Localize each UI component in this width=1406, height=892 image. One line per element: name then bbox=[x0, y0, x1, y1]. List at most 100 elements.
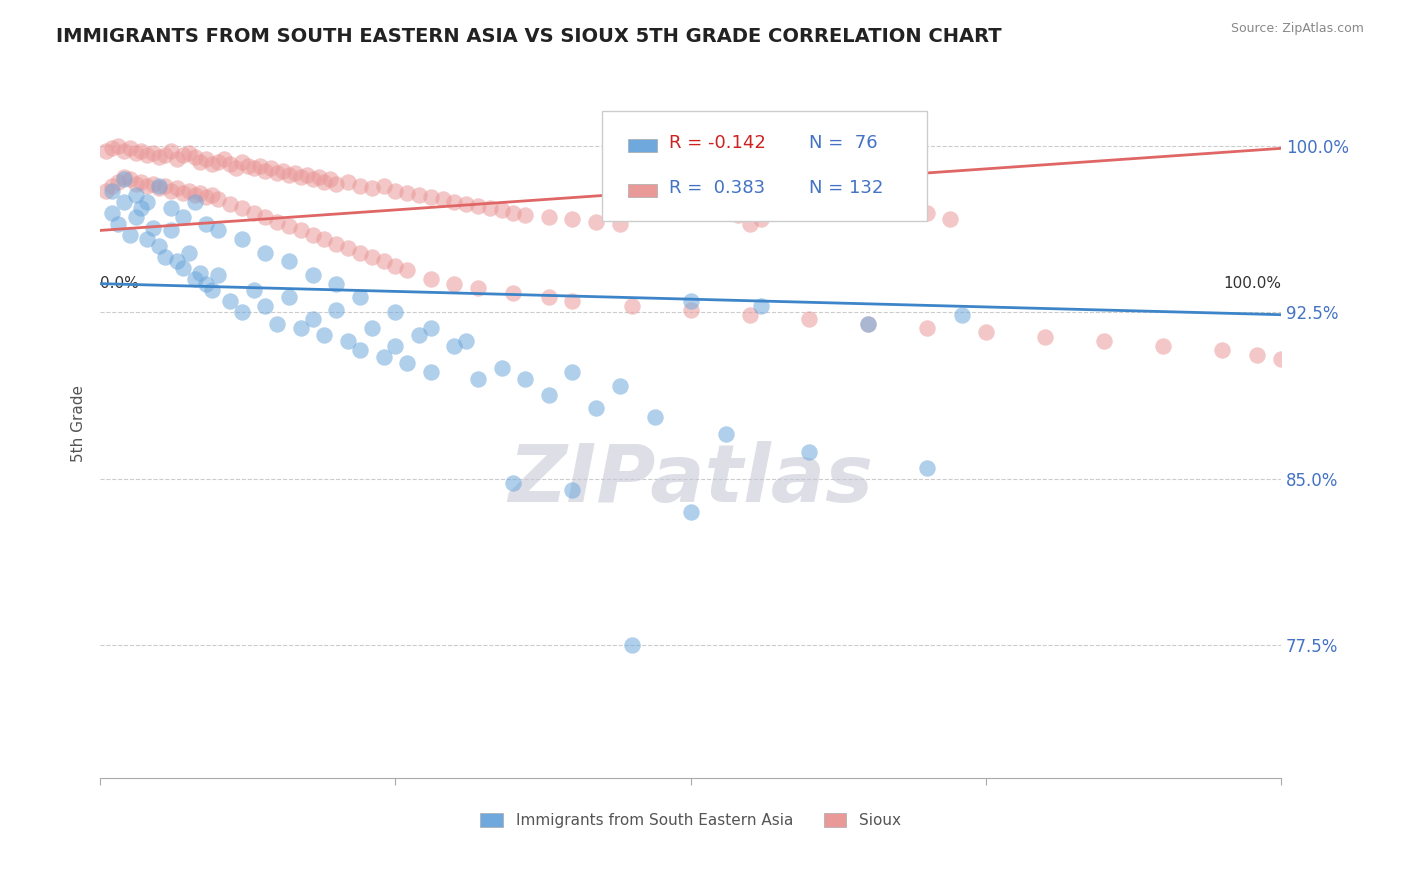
Point bbox=[254, 245, 277, 260]
Point bbox=[502, 205, 524, 219]
Point bbox=[1211, 343, 1233, 358]
Point bbox=[349, 343, 371, 358]
Point bbox=[679, 505, 702, 519]
Point bbox=[609, 217, 631, 231]
Point bbox=[284, 166, 307, 180]
Point bbox=[537, 290, 560, 304]
Point bbox=[644, 409, 666, 424]
Point bbox=[177, 245, 200, 260]
Point bbox=[254, 163, 277, 178]
Point bbox=[349, 245, 371, 260]
Point bbox=[419, 365, 441, 379]
Point bbox=[384, 305, 406, 319]
Point bbox=[118, 172, 141, 186]
Text: IMMIGRANTS FROM SOUTH EASTERN ASIA VS SIOUX 5TH GRADE CORRELATION CHART: IMMIGRANTS FROM SOUTH EASTERN ASIA VS SI… bbox=[56, 27, 1002, 45]
Text: 100.0%: 100.0% bbox=[1223, 277, 1281, 292]
Point bbox=[384, 259, 406, 273]
Point bbox=[101, 184, 124, 198]
Point bbox=[195, 190, 218, 204]
Point bbox=[124, 188, 146, 202]
Point bbox=[396, 357, 419, 371]
Point bbox=[1033, 330, 1056, 344]
Point bbox=[118, 227, 141, 242]
Point bbox=[136, 179, 159, 194]
Point bbox=[107, 217, 129, 231]
Point bbox=[131, 175, 153, 189]
Point bbox=[384, 184, 406, 198]
Point bbox=[797, 312, 820, 326]
Point bbox=[537, 210, 560, 224]
Point bbox=[94, 184, 117, 198]
Point bbox=[201, 157, 224, 171]
Point bbox=[278, 254, 301, 268]
Point bbox=[172, 261, 194, 276]
Point bbox=[278, 290, 301, 304]
Point bbox=[290, 223, 312, 237]
Point bbox=[201, 283, 224, 297]
Point bbox=[183, 150, 205, 164]
Point bbox=[295, 168, 318, 182]
Point bbox=[360, 321, 382, 335]
Point bbox=[136, 148, 159, 162]
Point bbox=[585, 214, 607, 228]
Point bbox=[727, 208, 749, 222]
Point bbox=[278, 219, 301, 233]
Point bbox=[148, 179, 170, 194]
Point bbox=[254, 299, 277, 313]
Point bbox=[142, 221, 165, 235]
Point bbox=[124, 177, 146, 191]
Point bbox=[360, 181, 382, 195]
Point bbox=[419, 321, 441, 335]
Point bbox=[278, 168, 301, 182]
Point bbox=[236, 159, 259, 173]
Point bbox=[153, 250, 176, 264]
Point bbox=[290, 170, 312, 185]
Point bbox=[939, 212, 962, 227]
Point bbox=[856, 317, 879, 331]
Point bbox=[172, 186, 194, 200]
Point bbox=[231, 201, 253, 215]
Point bbox=[915, 460, 938, 475]
Text: N =  76: N = 76 bbox=[808, 134, 877, 153]
Legend: Immigrants from South Eastern Asia, Sioux: Immigrants from South Eastern Asia, Siou… bbox=[474, 807, 907, 834]
Point bbox=[266, 166, 288, 180]
Point bbox=[915, 321, 938, 335]
Point bbox=[337, 175, 360, 189]
Point bbox=[974, 326, 997, 340]
Point bbox=[160, 144, 183, 158]
Point bbox=[349, 179, 371, 194]
Point bbox=[172, 148, 194, 162]
Point bbox=[207, 268, 229, 282]
Bar bbox=[628, 185, 658, 197]
Point bbox=[242, 283, 264, 297]
Point bbox=[260, 161, 283, 176]
Point bbox=[467, 281, 489, 295]
Point bbox=[502, 285, 524, 300]
Point bbox=[107, 175, 129, 189]
Point bbox=[207, 223, 229, 237]
Point bbox=[561, 294, 583, 309]
Y-axis label: 5th Grade: 5th Grade bbox=[72, 384, 86, 462]
Point bbox=[166, 181, 188, 195]
Point bbox=[118, 141, 141, 155]
Point bbox=[301, 227, 323, 242]
Point bbox=[101, 179, 124, 194]
Point bbox=[467, 372, 489, 386]
Point bbox=[266, 317, 288, 331]
Point bbox=[301, 172, 323, 186]
Point bbox=[219, 157, 242, 171]
Point bbox=[491, 203, 513, 218]
Point bbox=[396, 186, 419, 200]
Point bbox=[325, 277, 347, 291]
Point bbox=[136, 194, 159, 209]
Point bbox=[142, 177, 165, 191]
Point bbox=[373, 350, 395, 364]
Point bbox=[183, 188, 205, 202]
Text: R = -0.142: R = -0.142 bbox=[669, 134, 766, 153]
Point bbox=[443, 194, 465, 209]
Point bbox=[432, 193, 454, 207]
Point bbox=[314, 327, 336, 342]
Point bbox=[301, 268, 323, 282]
FancyBboxPatch shape bbox=[602, 112, 927, 221]
Point bbox=[160, 223, 183, 237]
